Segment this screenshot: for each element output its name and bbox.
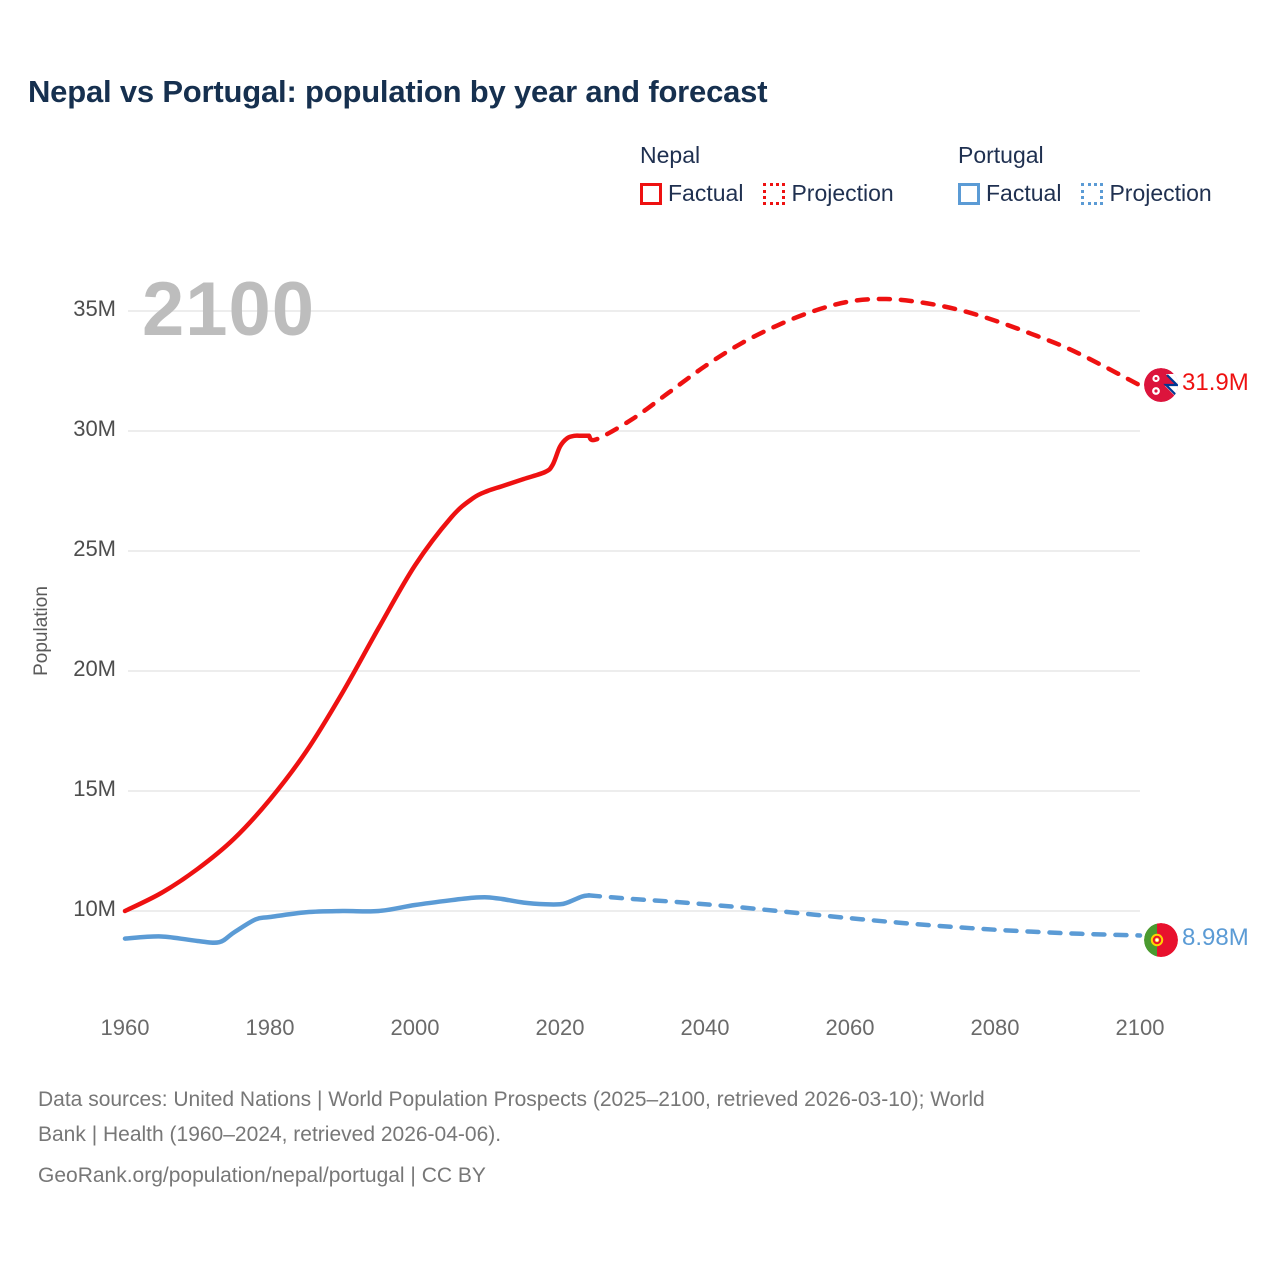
legend-swatch-portugal-projection-icon: [1081, 182, 1104, 205]
legend-item-nepal-factual[interactable]: Factual: [640, 180, 743, 207]
legend-label-portugal-projection: Projection: [1109, 180, 1212, 206]
y-axis-tick-label: 25M: [73, 536, 116, 561]
legend-swatch-nepal-projection-icon: [763, 182, 786, 205]
x-axis-tick-label: 2040: [680, 1015, 730, 1040]
page-title: Nepal vs Portugal: population by year an…: [28, 74, 768, 109]
footer-line-2: Bank | Health (1960–2024, retrieved 2026…: [38, 1123, 502, 1146]
watermark-year: 2100: [142, 267, 316, 352]
legend-item-nepal-projection[interactable]: Projection: [763, 180, 894, 207]
footer-sources: Data sources: United Nations | World Pop…: [38, 1082, 1238, 1193]
y-axis-tick-label: 20M: [73, 656, 116, 681]
portugal-end-value-label: 8.98M: [1182, 924, 1249, 951]
nepal-flag-icon: [1144, 368, 1178, 402]
portugal-flag-icon: [1144, 923, 1178, 957]
x-axis-tick-label: 1980: [245, 1015, 295, 1040]
x-axis-tick-label: 2000: [390, 1015, 440, 1040]
y-axis-tick-label: 10M: [73, 896, 116, 921]
nepal-end-value-label: 31.9M: [1182, 369, 1249, 396]
y-axis-title: Population: [31, 586, 52, 676]
legend-item-portugal-factual[interactable]: Factual: [958, 180, 1061, 207]
x-axis-tick-label: 1960: [100, 1015, 150, 1040]
legend-label-nepal-factual: Factual: [668, 180, 744, 206]
legend-group-nepal: Nepal Factual Projection: [640, 142, 894, 207]
footer-line-3[interactable]: GeoRank.org/population/nepal/portugal | …: [38, 1164, 486, 1187]
y-axis-tick-label: 35M: [73, 296, 116, 321]
x-axis-tick-label: 2080: [970, 1015, 1020, 1040]
legend-label-portugal-factual: Factual: [986, 180, 1062, 206]
legend-swatch-portugal-factual-icon: [958, 182, 980, 205]
legend-country-nepal: Nepal: [640, 142, 701, 168]
legend-item-portugal-projection[interactable]: Projection: [1081, 180, 1212, 207]
legend-swatch-nepal-factual-icon: [640, 182, 662, 205]
x-axis-tick-label: 2100: [1115, 1015, 1165, 1040]
legend-country-portugal: Portugal: [958, 142, 1044, 168]
y-axis-tick-label: 15M: [73, 776, 116, 801]
x-axis-tick-label: 2020: [535, 1015, 585, 1040]
legend-label-nepal-projection: Projection: [791, 180, 894, 206]
legend-group-portugal: Portugal Factual Projection: [958, 142, 1212, 207]
footer-line-1: Data sources: United Nations | World Pop…: [38, 1088, 985, 1111]
x-axis-tick-label: 2060: [825, 1015, 875, 1040]
chart-legend: Nepal Factual Projection Portugal Factua…: [640, 142, 1260, 222]
y-axis-tick-label: 30M: [73, 416, 116, 441]
